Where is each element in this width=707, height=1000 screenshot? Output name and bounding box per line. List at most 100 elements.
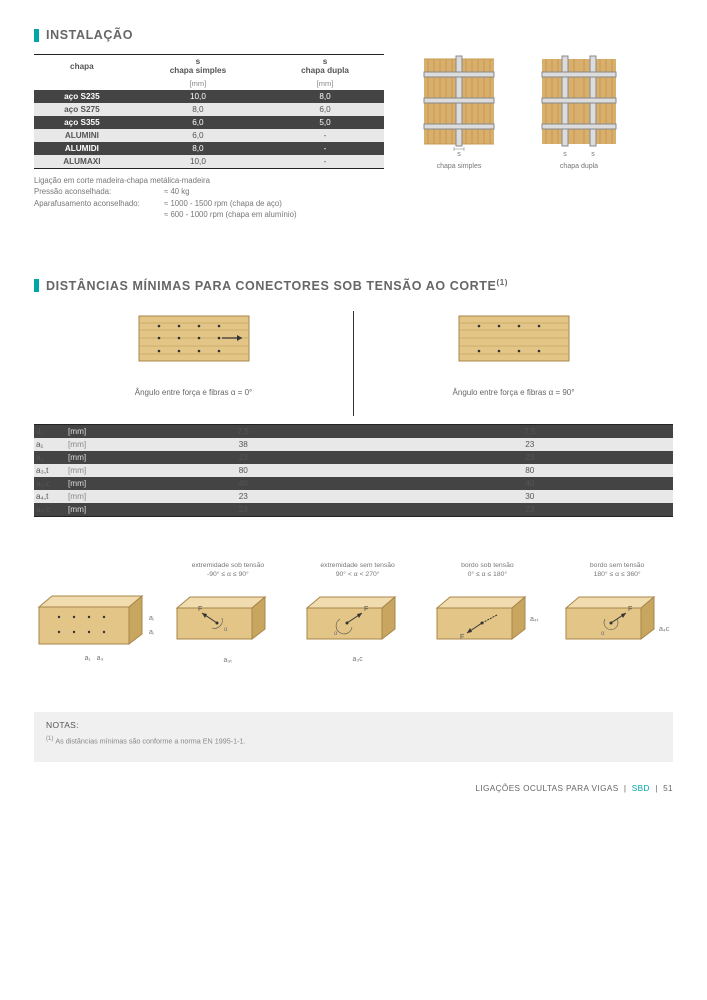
- notes-line: (1) As distâncias mínimas são conforme a…: [46, 736, 661, 745]
- page-footer: LIGAÇÕES OCULTAS PARA VIGAS | SBD | 51: [34, 784, 673, 793]
- cell-b: 30: [387, 490, 674, 503]
- cell-param: a₄,t: [34, 490, 64, 503]
- th-chapa: chapa: [34, 55, 130, 78]
- note-l3v2: ≈ 600 - 1000 rpm (chapa em alumínio): [164, 209, 297, 220]
- cell-label: ALUMIDI: [34, 142, 130, 155]
- angle-0: Ângulo entre força e fibras α = 0°: [34, 311, 353, 416]
- section-marker-icon: [34, 29, 39, 42]
- svg-text:a₄ₜ: a₄ₜ: [530, 616, 539, 623]
- table-row: a₂[mm]2323: [34, 451, 673, 464]
- table-row: a₄,t[mm]2330: [34, 490, 673, 503]
- table-row: a₁[mm]3823: [34, 438, 673, 451]
- cell-b: 23: [387, 451, 674, 464]
- note-l3k: Aparafusamento aconselhado:: [34, 198, 164, 209]
- th-simples: schapa simples: [130, 55, 266, 78]
- cell-unit: [mm]: [64, 438, 100, 451]
- cell-b: 6,0: [266, 103, 384, 116]
- cell-param: d₁: [34, 425, 64, 439]
- cell-label: aço S235: [34, 90, 130, 103]
- svg-text:α: α: [601, 631, 605, 637]
- svg-text:α: α: [334, 631, 338, 637]
- cell-param: a₃,t: [34, 464, 64, 477]
- cell-a: 38: [100, 438, 387, 451]
- wood-h-svg: [134, 311, 254, 366]
- cell-b: 7,5: [387, 425, 674, 439]
- section-marker-icon: [34, 279, 39, 292]
- plate-simples-label: chapa simples: [414, 163, 504, 170]
- th-dupla: schapa dupla: [266, 55, 384, 78]
- unit2: [mm]: [266, 77, 384, 90]
- plate-dupla-svg: s s: [534, 54, 624, 159]
- notes-title: NOTAS:: [46, 720, 661, 730]
- cell-a: 10,0: [130, 155, 266, 169]
- block-2: extremidade sob tensão-90° ≤ α ≤ 90° F α…: [172, 562, 284, 664]
- plate-simples-svg: s: [414, 54, 504, 159]
- cell-a: 23: [100, 490, 387, 503]
- svg-text:s: s: [457, 151, 461, 158]
- plate-diagrams: s chapa simples: [414, 54, 624, 220]
- cell-label: aço S355: [34, 116, 130, 129]
- section1-header: INSTALAÇÃO: [34, 28, 673, 42]
- cell-unit: [mm]: [64, 425, 100, 439]
- cell-b: 40: [387, 477, 674, 490]
- cell-b: 8,0: [266, 90, 384, 103]
- table-row: aço S3556,05,0: [34, 116, 384, 129]
- section1-body: chapa schapa simples schapa dupla [mm] […: [34, 54, 673, 220]
- cell-label: ALUMAXI: [34, 155, 130, 169]
- svg-text:α: α: [224, 627, 228, 633]
- table-row: a₃,c[mm]4040: [34, 477, 673, 490]
- plate-dupla: s s chapa dupla: [534, 54, 624, 220]
- angle-diagrams: Ângulo entre força e fibras α = 0°: [34, 311, 673, 416]
- block-3: extremidade sem tensão90° < α < 270° F α…: [302, 562, 414, 664]
- note-l3v1: ≈ 1000 - 1500 rpm (chapa de aço): [164, 198, 282, 209]
- angle-90-label: Ângulo entre força e fibras α = 90°: [354, 388, 673, 397]
- unit1: [mm]: [130, 77, 266, 90]
- cell-a: 10,0: [130, 90, 266, 103]
- plate-dupla-label: chapa dupla: [534, 163, 624, 170]
- plate-simples: s chapa simples: [414, 54, 504, 220]
- svg-text:F: F: [198, 606, 202, 613]
- cell-unit: [mm]: [64, 451, 100, 464]
- blocks-row: a₂ a₂ a₁ a₃ extremidade sob tensão-90° ≤…: [34, 562, 673, 664]
- cell-param: a₃,c: [34, 477, 64, 490]
- section2: DISTÂNCIAS MÍNIMAS PARA CONECTORES SOB T…: [34, 278, 673, 762]
- svg-text:a₂: a₂: [149, 629, 154, 636]
- footer-page: 51: [663, 784, 673, 793]
- cell-b: -: [266, 142, 384, 155]
- cell-unit: [mm]: [64, 503, 100, 517]
- section1-title: INSTALAÇÃO: [46, 28, 133, 42]
- svg-text:a₄c: a₄c: [659, 626, 670, 633]
- table-row: a₄,c[mm]2323: [34, 503, 673, 517]
- cell-param: a₂: [34, 451, 64, 464]
- cell-b: 80: [387, 464, 674, 477]
- cell-a: 7,5: [100, 425, 387, 439]
- cell-a: 23: [100, 503, 387, 517]
- cell-a: 8,0: [130, 103, 266, 116]
- angle-0-label: Ângulo entre força e fibras α = 0°: [34, 388, 353, 397]
- angle-90: Ângulo entre força e fibras α = 90°: [354, 311, 673, 416]
- cell-b: -: [266, 129, 384, 142]
- footer-text: LIGAÇÕES OCULTAS PARA VIGAS: [475, 784, 618, 793]
- footer-code: SBD: [632, 784, 650, 793]
- note-l2k: Pressão aconselhada:: [34, 186, 164, 197]
- block-4: bordo sob tensão0° ≤ α ≤ 180° F a₄ₜ: [432, 562, 544, 664]
- cell-unit: [mm]: [64, 464, 100, 477]
- section2-header: DISTÂNCIAS MÍNIMAS PARA CONECTORES SOB T…: [34, 278, 673, 293]
- note-l1: Ligação em corte madeira-chapa metálica-…: [34, 175, 384, 186]
- svg-text:a₂: a₂: [149, 615, 154, 622]
- svg-text:s: s: [563, 151, 567, 158]
- cell-a: 8,0: [130, 142, 266, 155]
- svg-text:F: F: [460, 634, 464, 641]
- svg-text:F: F: [628, 606, 632, 613]
- table2: d₁[mm]7,57,5a₁[mm]3823a₂[mm]2323a₃,t[mm]…: [34, 424, 673, 517]
- table-row: d₁[mm]7,57,5: [34, 425, 673, 439]
- cell-label: ALUMINI: [34, 129, 130, 142]
- cell-param: a₁: [34, 438, 64, 451]
- cell-param: a₄,c: [34, 503, 64, 517]
- cell-a: 23: [100, 451, 387, 464]
- svg-text:F: F: [364, 606, 368, 613]
- cell-a: 6,0: [130, 129, 266, 142]
- cell-b: 5,0: [266, 116, 384, 129]
- wood-v-svg: [454, 311, 574, 366]
- svg-text:s: s: [591, 151, 595, 158]
